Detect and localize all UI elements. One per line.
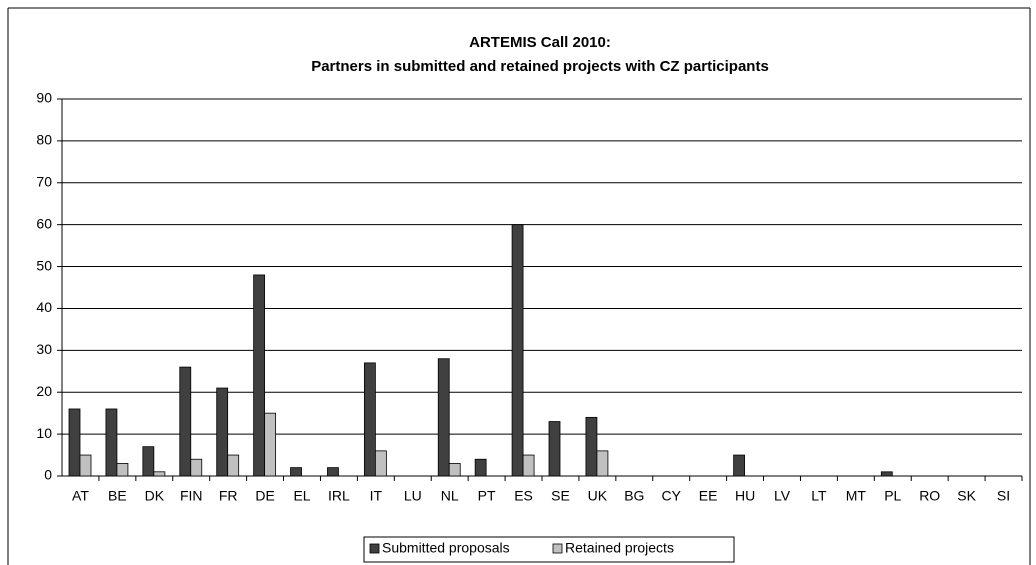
x-tick-label: EE (699, 488, 718, 504)
y-tick-label: 70 (36, 173, 52, 189)
x-tick-label: PT (478, 488, 496, 504)
bar (290, 467, 302, 477)
x-tick-label: FR (219, 488, 238, 504)
bar (227, 454, 240, 477)
y-tick-label: 90 (36, 90, 52, 106)
x-tick-label: LT (811, 488, 827, 504)
bar (596, 450, 609, 477)
bar (522, 454, 535, 477)
x-tick-label: MT (846, 488, 867, 504)
x-tick-label: BG (624, 488, 644, 504)
y-tick-label: 20 (36, 383, 52, 399)
x-tick-label: PL (884, 488, 901, 504)
bar (733, 454, 746, 477)
y-tick-label: 30 (36, 341, 52, 357)
bar (437, 358, 450, 477)
bar (179, 366, 192, 477)
y-tick-label: 80 (36, 132, 52, 148)
x-tick-label: SK (957, 488, 976, 504)
bar (68, 408, 81, 477)
legend-box (363, 536, 735, 563)
legend-label: Retained projects (565, 540, 674, 556)
bar (511, 224, 524, 477)
x-tick-label: IRL (328, 488, 350, 504)
x-tick-label: AT (72, 488, 89, 504)
x-tick-label: LU (404, 488, 422, 504)
x-tick-label: BE (108, 488, 127, 504)
x-tick-label: EL (293, 488, 310, 504)
x-tick-label: ES (514, 488, 533, 504)
x-tick-label: NL (441, 488, 459, 504)
bar (153, 471, 166, 477)
bar (79, 454, 92, 477)
bar (363, 362, 376, 477)
legend-swatch (369, 543, 380, 554)
x-tick-label: HU (735, 488, 755, 504)
bar (327, 467, 339, 477)
x-tick-label: UK (588, 488, 608, 504)
bar (116, 463, 129, 477)
x-tick-label: CY (662, 488, 682, 504)
y-tick-label: 10 (36, 425, 52, 441)
bar (190, 458, 203, 477)
x-tick-label: DE (255, 488, 274, 504)
bar (448, 463, 461, 477)
x-tick-label: SI (997, 488, 1010, 504)
x-tick-label: SE (551, 488, 570, 504)
bar (548, 421, 561, 477)
x-tick-label: RO (919, 488, 940, 504)
y-tick-label: 60 (36, 215, 52, 231)
x-tick-label: DK (145, 488, 165, 504)
chart-subtitle: Partners in submitted and retained proje… (311, 58, 769, 75)
x-tick-label: LV (774, 488, 791, 504)
chart-title: ARTEMIS Call 2010: (469, 34, 611, 51)
y-tick-label: 0 (44, 467, 52, 483)
y-tick-label: 40 (36, 299, 52, 315)
legend-label: Submitted proposals (382, 540, 510, 556)
bar (253, 274, 266, 477)
bar (142, 446, 155, 477)
bar (264, 412, 277, 477)
x-tick-label: FIN (180, 488, 203, 504)
bar (880, 471, 893, 477)
y-tick-label: 50 (36, 257, 52, 273)
bar (374, 450, 387, 477)
bar (216, 387, 229, 477)
bar (474, 458, 487, 477)
bar (105, 408, 118, 477)
legend-swatch (552, 543, 563, 554)
bar (585, 416, 598, 477)
x-tick-label: IT (370, 488, 383, 504)
